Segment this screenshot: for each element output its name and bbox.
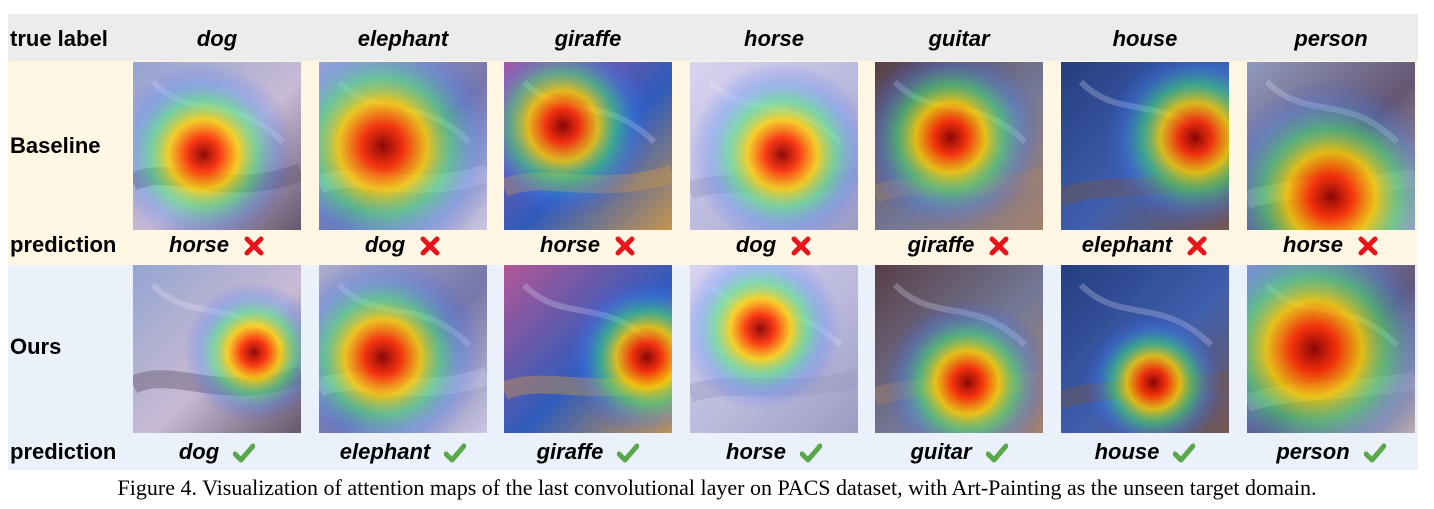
ours-attention-map-person — [1247, 265, 1415, 433]
green-check-icon — [786, 439, 822, 464]
true-label-row-title: true label — [10, 26, 108, 51]
header-band — [8, 14, 1418, 61]
ours-prediction-label: horse — [726, 439, 786, 464]
ours-row-title: Ours — [10, 334, 62, 359]
ours-prediction-label: dog — [178, 439, 220, 464]
green-check-icon — [603, 439, 640, 464]
baseline-prediction-label: giraffe — [907, 232, 975, 257]
ours-prediction-row-title: prediction — [10, 439, 117, 464]
ours-attention-map-guitar — [875, 265, 1043, 433]
true-label-guitar: guitar — [928, 26, 990, 51]
ours-prediction-person: person — [1247, 439, 1415, 465]
ours-prediction-giraffe: giraffe — [504, 439, 672, 465]
ours-attention-map-house — [1061, 265, 1229, 433]
baseline-prediction-label: elephant — [1081, 232, 1173, 257]
baseline-attention-map-elephant — [319, 62, 487, 230]
baseline-prediction-dog: horse — [133, 232, 301, 258]
baseline-prediction-elephant: dog — [319, 232, 487, 258]
baseline-prediction-horse: dog — [690, 232, 858, 258]
baseline-prediction-row-title: prediction — [10, 232, 117, 257]
ours-attention-map-horse — [690, 265, 858, 433]
true-label-house: house — [1112, 26, 1178, 51]
ours-prediction-label: giraffe — [536, 439, 604, 464]
ours-prediction-label: person — [1276, 439, 1350, 464]
red-cross-icon — [1343, 232, 1379, 257]
red-cross-icon — [229, 232, 265, 257]
baseline-prediction-label: horse — [169, 232, 229, 257]
true-label-giraffe: giraffe — [554, 26, 622, 51]
green-check-icon — [1159, 439, 1196, 464]
ours-prediction-label: guitar — [910, 439, 972, 464]
true-label-person: person — [1294, 26, 1368, 51]
red-cross-icon — [405, 232, 441, 257]
green-check-icon — [1350, 439, 1386, 464]
ours-attention-map-elephant — [319, 265, 487, 433]
baseline-prediction-label: horse — [540, 232, 600, 257]
baseline-prediction-person: horse — [1247, 232, 1415, 258]
ours-prediction-label: elephant — [339, 439, 431, 464]
baseline-attention-map-house — [1061, 62, 1229, 230]
ours-prediction-guitar: guitar — [875, 439, 1043, 465]
baseline-attention-map-person — [1247, 62, 1415, 230]
true-label-dog: dog — [196, 26, 238, 51]
red-cross-icon — [776, 232, 812, 257]
baseline-prediction-giraffe: horse — [504, 232, 672, 258]
green-check-icon — [219, 439, 256, 464]
baseline-prediction-house: elephant — [1061, 232, 1229, 258]
ours-prediction-horse: horse — [690, 439, 858, 465]
green-check-icon — [972, 439, 1008, 464]
baseline-row-title: Baseline — [10, 133, 101, 158]
baseline-attention-map-giraffe — [504, 62, 672, 230]
true-label-horse: horse — [744, 26, 804, 51]
baseline-attention-map-dog — [133, 62, 301, 230]
ours-prediction-dog: dog — [133, 439, 301, 465]
true-label-elephant: elephant — [357, 26, 449, 51]
red-cross-icon — [600, 232, 636, 257]
ours-attention-map-dog — [133, 265, 301, 433]
ours-prediction-house: house — [1061, 439, 1229, 465]
ours-prediction-elephant: elephant — [319, 439, 487, 465]
red-cross-icon — [1172, 232, 1208, 257]
baseline-prediction-guitar: giraffe — [875, 232, 1043, 258]
green-check-icon — [430, 439, 467, 464]
ours-prediction-label: house — [1094, 439, 1160, 464]
baseline-prediction-label: dog — [735, 232, 777, 257]
baseline-prediction-label: dog — [364, 232, 406, 257]
figure-caption: Figure 4. Visualization of attention map… — [117, 475, 1317, 500]
baseline-prediction-label: horse — [1283, 232, 1343, 257]
baseline-attention-map-guitar — [875, 62, 1043, 230]
baseline-attention-map-horse — [690, 62, 858, 230]
ours-attention-map-giraffe — [504, 265, 672, 433]
red-cross-icon — [974, 232, 1010, 257]
